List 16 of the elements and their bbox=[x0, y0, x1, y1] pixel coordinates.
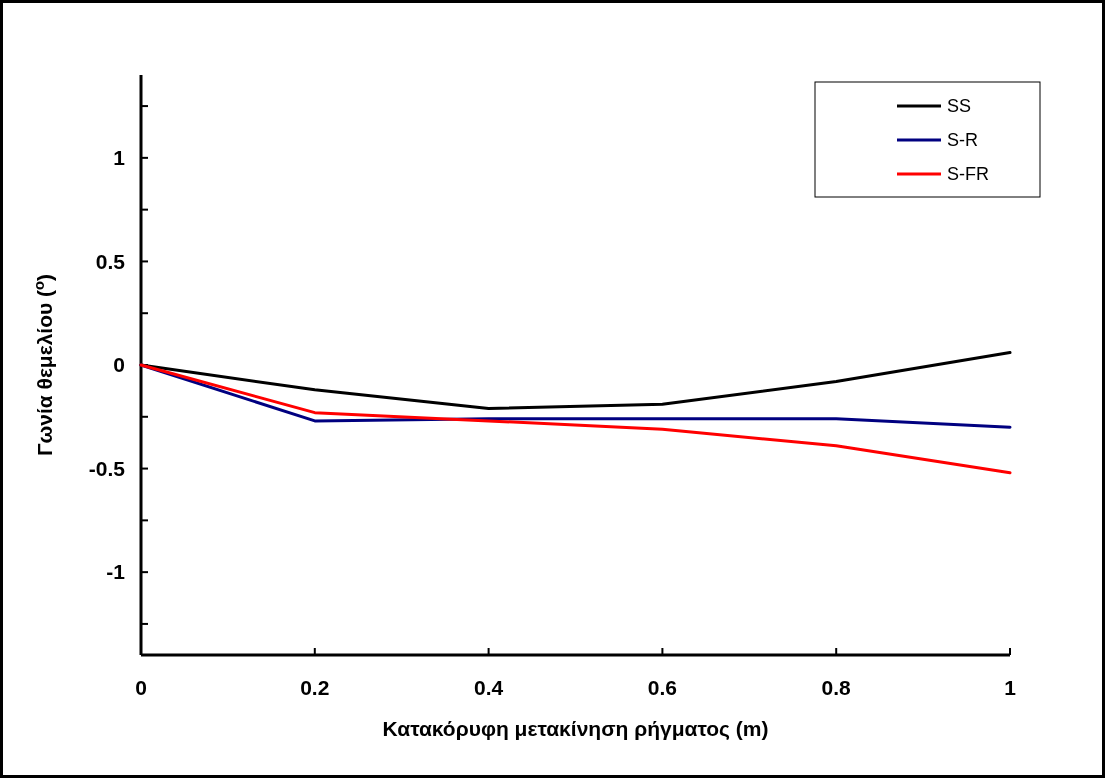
y-tick-label: 0.5 bbox=[95, 249, 126, 273]
y-tick-label: -1 bbox=[106, 560, 126, 584]
x-tick-label: 0.2 bbox=[300, 676, 330, 699]
x-tick-label: 0.4 bbox=[474, 676, 504, 699]
x-tick-label: 0.6 bbox=[647, 676, 677, 699]
y-tick-label: 0 bbox=[113, 353, 125, 377]
line-series bbox=[139, 363, 1012, 475]
x-tick-label: 0.8 bbox=[821, 676, 852, 699]
legend-label: SS bbox=[947, 96, 972, 117]
y-tick-label: -0.5 bbox=[88, 456, 126, 480]
legend-label: S-FR bbox=[947, 164, 989, 185]
y-tick-label: 1 bbox=[113, 146, 126, 170]
x-tick-label: 0 bbox=[135, 676, 147, 699]
legend-label: S-R bbox=[947, 130, 978, 151]
x-tick-label: 1 bbox=[1004, 676, 1017, 699]
x-axis-title: Κατακόρυφη μετακίνηση ρήγματος (m) bbox=[382, 717, 769, 741]
